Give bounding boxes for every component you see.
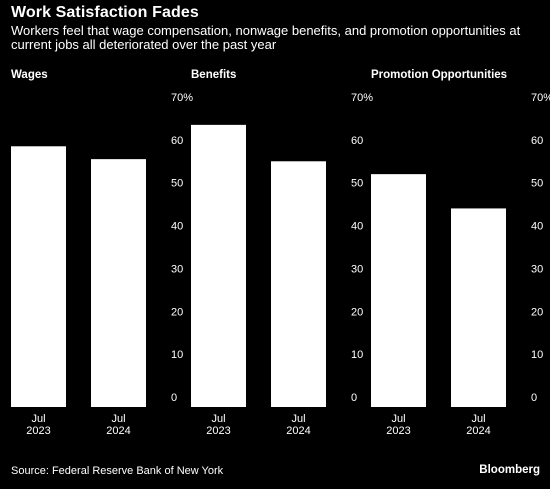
y-tick-label: 40 [351, 221, 363, 233]
y-tick-label: 40 [531, 221, 543, 233]
y-tick-label: 20 [531, 306, 543, 318]
bar-2023 [371, 174, 426, 407]
bar-2024 [91, 159, 146, 407]
y-tick-label: 70% [351, 92, 373, 104]
source-note: Source: Federal Reserve Bank of New York [11, 465, 224, 477]
y-tick-label: 50 [531, 178, 543, 190]
x-tick-label: Jul 2023 [26, 413, 50, 437]
panel-title: Promotion Opportunities [371, 69, 507, 81]
panel-title: Benefits [191, 69, 236, 81]
bar-2024 [271, 161, 326, 407]
panel-title: Wages [11, 69, 48, 81]
y-tick-label: 0 [351, 392, 357, 404]
bar-2024 [451, 208, 506, 407]
x-tick-label: Jul 2023 [206, 413, 230, 437]
y-tick-label: 0 [531, 392, 537, 404]
x-tick-label: Jul 2024 [106, 413, 130, 437]
y-tick-label: 50 [171, 178, 183, 190]
y-tick-label: 30 [531, 263, 543, 275]
y-tick-label: 70% [171, 92, 193, 104]
y-tick-label: 10 [531, 349, 543, 361]
y-tick-label: 60 [531, 135, 543, 147]
y-tick-label: 10 [171, 349, 183, 361]
y-tick-label: 0 [171, 392, 177, 404]
bar-2023 [191, 124, 246, 407]
y-tick-label: 60 [171, 135, 183, 147]
y-tick-label: 70% [531, 92, 550, 104]
y-tick-label: 40 [171, 221, 183, 233]
x-tick-label: Jul 2024 [466, 413, 490, 437]
y-tick-label: 20 [351, 306, 363, 318]
y-tick-label: 30 [351, 263, 363, 275]
bar-2023 [11, 146, 66, 408]
y-tick-label: 10 [351, 349, 363, 361]
y-tick-label: 50 [351, 178, 363, 190]
chart-title: Work Satisfaction Fades [11, 4, 199, 21]
x-tick-label: Jul 2023 [386, 413, 410, 437]
y-tick-label: 30 [171, 263, 183, 275]
x-tick-label: Jul 2024 [286, 413, 310, 437]
chart-subtitle: Workers feel that wage compensation, non… [11, 23, 521, 52]
y-tick-label: 20 [171, 306, 183, 318]
y-tick-label: 60 [351, 135, 363, 147]
bloomberg-logo: Bloomberg [479, 464, 540, 476]
